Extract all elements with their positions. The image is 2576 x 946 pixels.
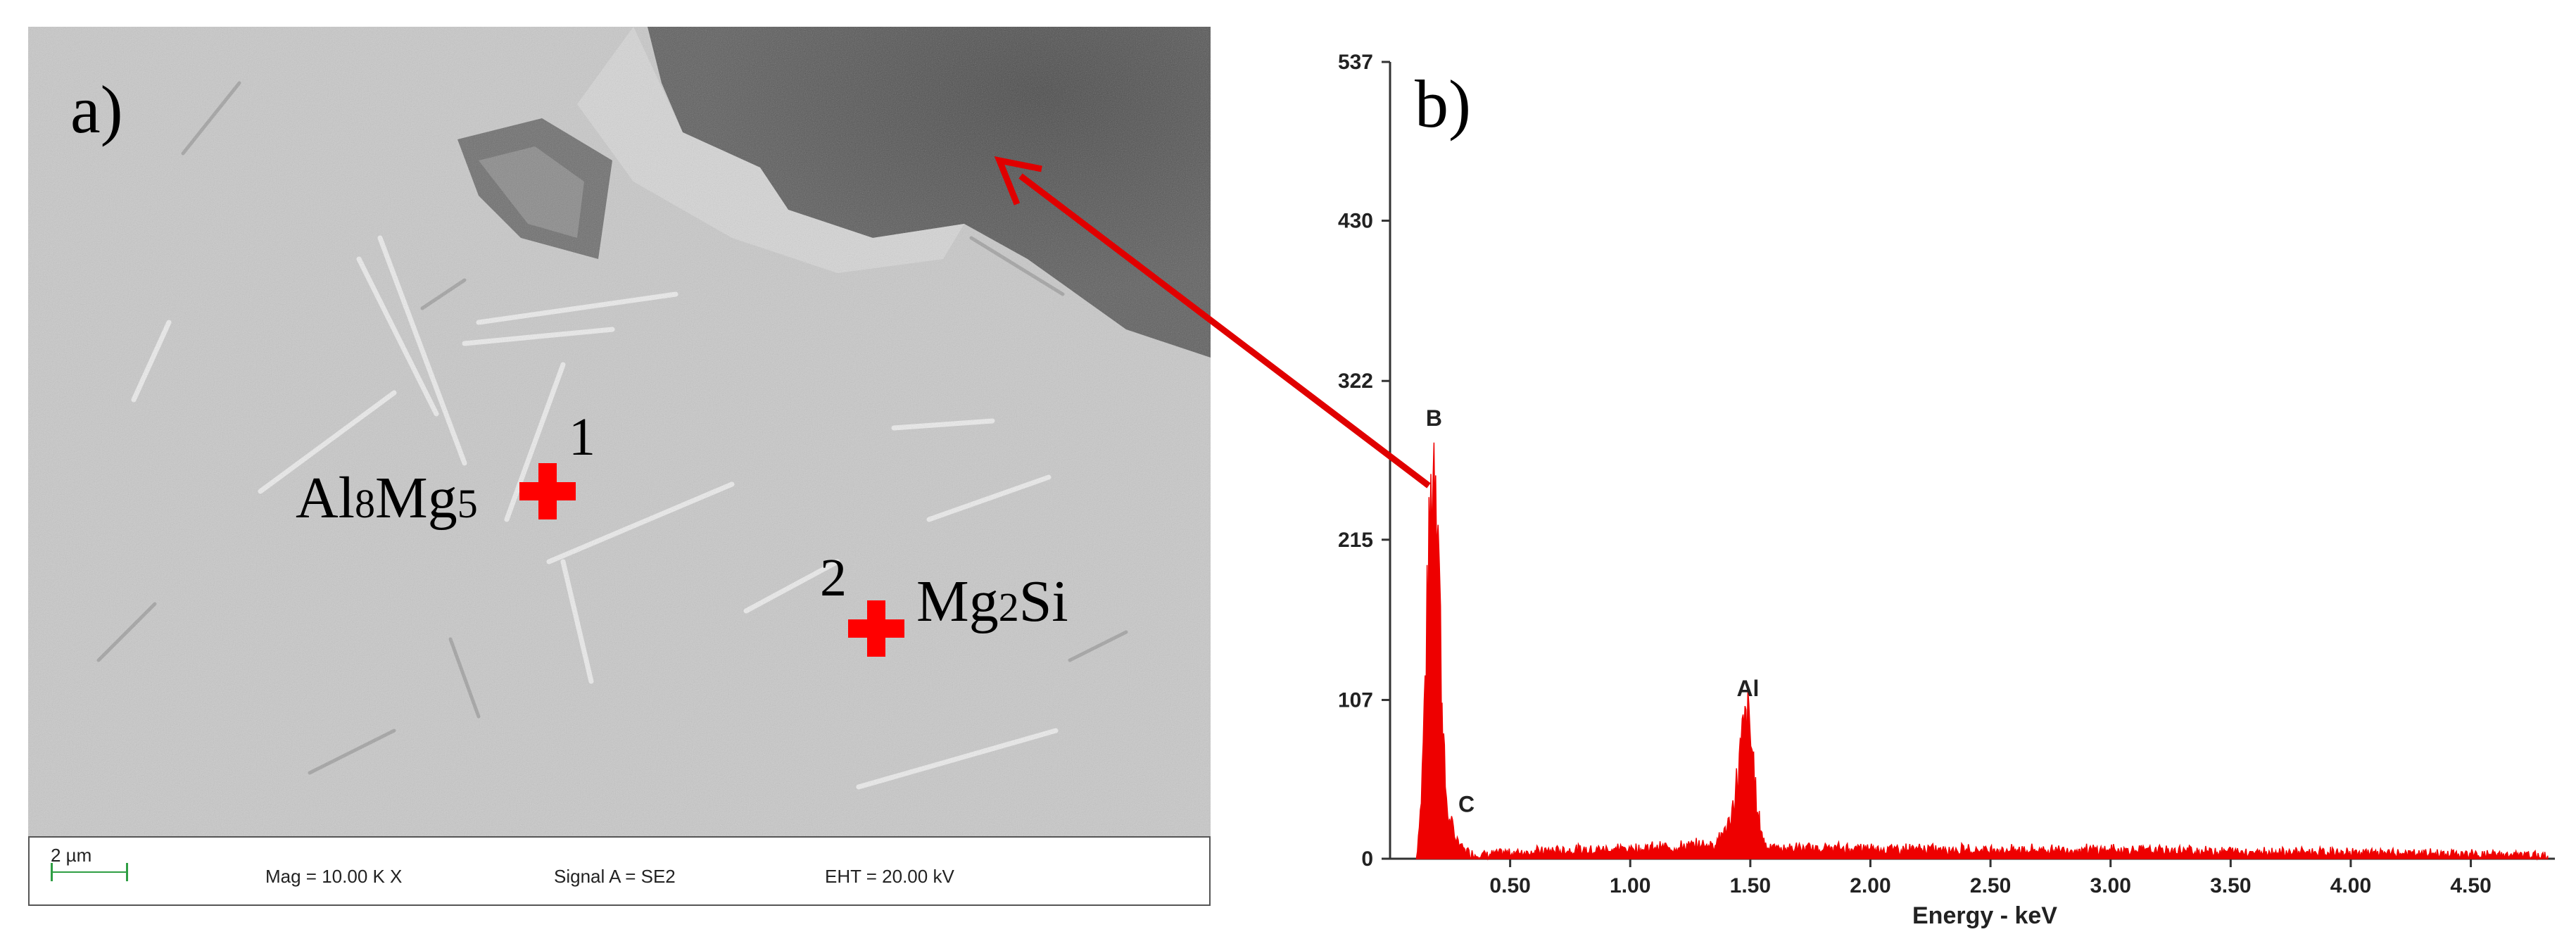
peak-label-b: B <box>1426 405 1442 431</box>
phase-label-1: Al8Mg5 <box>296 465 478 531</box>
peak-label-al: Al <box>1736 676 1759 701</box>
spectrum-series <box>1415 442 2549 861</box>
phase-label-2: Mg2Si <box>916 569 1068 634</box>
signal-text: Signal A = SE2 <box>554 866 676 887</box>
x-tick-label: 0.50 <box>1489 874 1530 897</box>
sem-info-bar: 2 µm Mag = 10.00 K X Signal A = SE2 EHT … <box>28 836 1211 906</box>
point-marker-2 <box>848 600 904 657</box>
y-tick-label: 322 <box>1338 370 1373 393</box>
x-tick-label: 4.00 <box>2330 874 2371 897</box>
x-axis-ticks: 0.50 1.00 1.50 2.00 2.50 3.00 3.50 4.00 4.50 <box>1489 859 2492 897</box>
panel-label-b: b) <box>1415 66 1471 141</box>
x-tick-label: 1.50 <box>1730 874 1771 897</box>
magnification-text: Mag = 10.00 K X <box>265 866 403 887</box>
x-tick-label: 2.50 <box>1970 874 2011 897</box>
point-marker-1 <box>519 463 576 519</box>
spectrum-line <box>1415 442 2549 861</box>
y-tick-label: 215 <box>1338 529 1373 552</box>
peak-label-c: C <box>1458 791 1475 816</box>
y-tick-label: 0 <box>1361 847 1373 871</box>
y-tick-label: 107 <box>1338 688 1373 712</box>
x-tick-label: 1.00 <box>1610 874 1650 897</box>
x-tick-label: 3.00 <box>2090 874 2131 897</box>
x-tick-label: 2.00 <box>1850 874 1890 897</box>
x-tick-label: 4.50 <box>2450 874 2491 897</box>
point-number-2: 2 <box>820 548 847 607</box>
x-axis-label: Energy - keV <box>1912 902 2057 929</box>
y-axis-ticks: 0 107 215 322 430 537 <box>1338 51 1390 871</box>
scale-label: 2 µm <box>51 845 92 866</box>
y-tick-label: 537 <box>1338 51 1373 74</box>
eht-text: EHT = 20.00 kV <box>825 866 954 887</box>
panel-label-a: a) <box>70 72 123 147</box>
y-tick-label: 430 <box>1338 210 1373 233</box>
peak-labels: B C Al <box>1426 405 1760 816</box>
x-tick-label: 3.50 <box>2210 874 2251 897</box>
point-number-1: 1 <box>569 408 595 467</box>
chart-axes <box>1389 62 2555 860</box>
scale-bar <box>51 863 128 881</box>
